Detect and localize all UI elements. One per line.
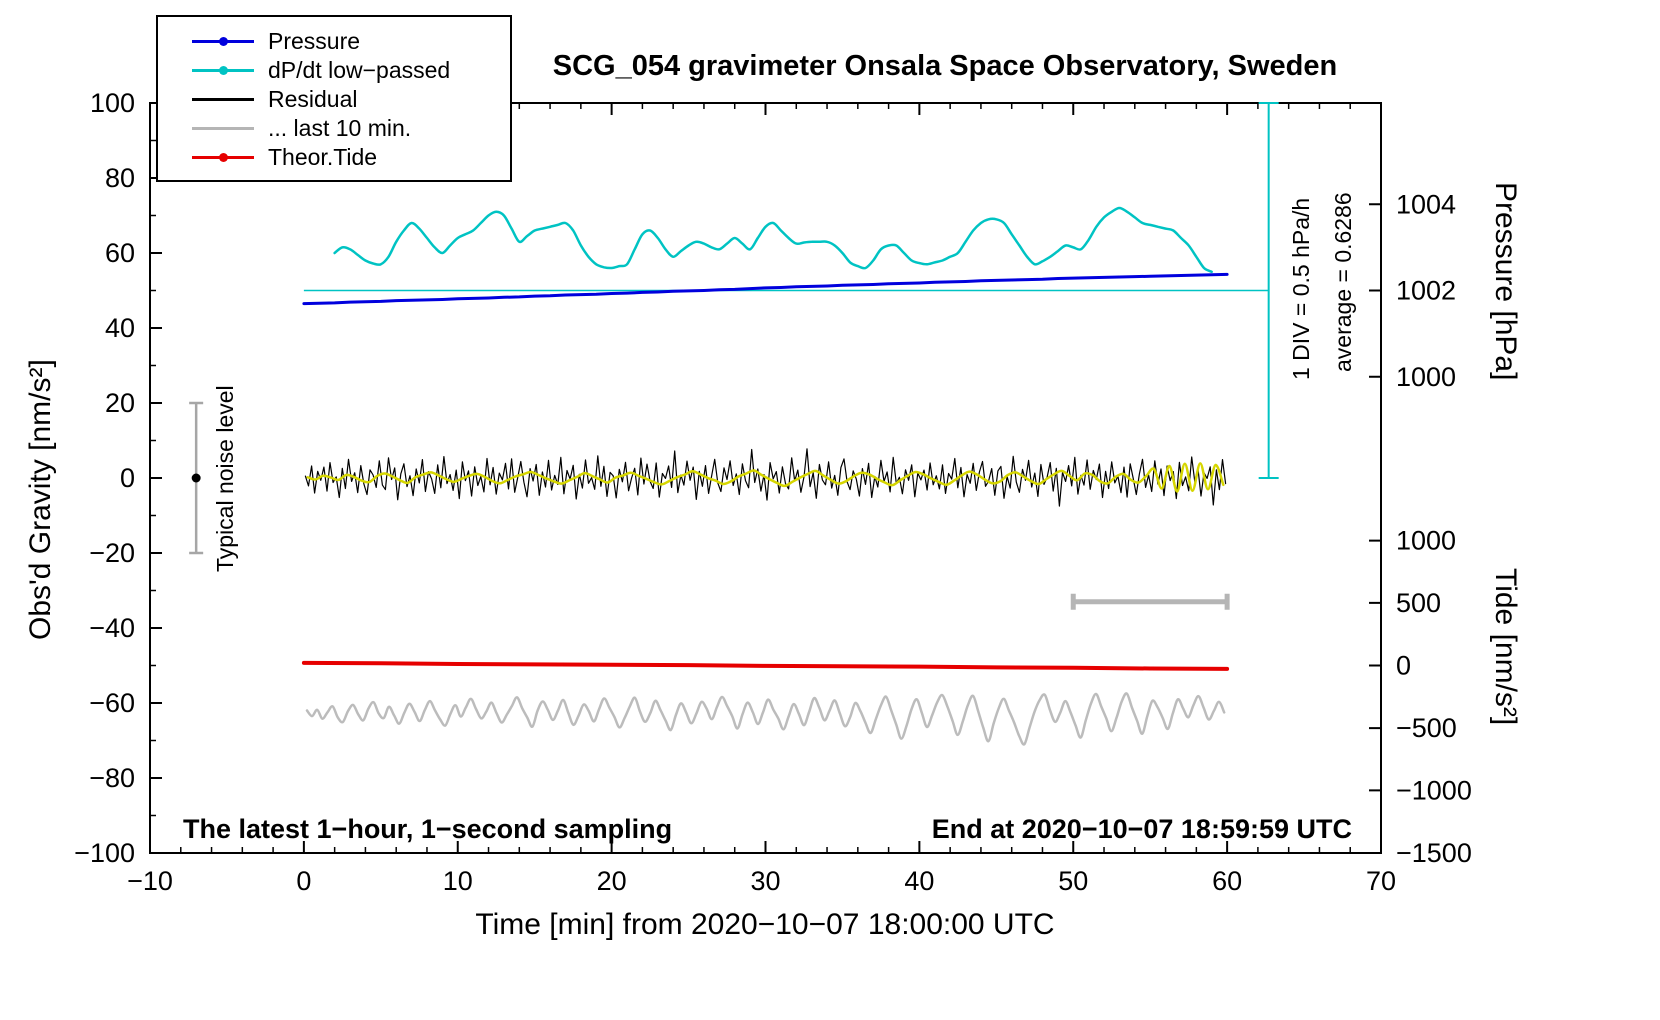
pressure-tick-label: 1002: [1396, 276, 1456, 306]
y-tick-label: 40: [105, 313, 135, 343]
theor-tide-series-line: [301, 660, 1230, 671]
legend-swatch: [192, 124, 254, 134]
y-tick-label: −80: [89, 763, 135, 793]
x-tick-label: 0: [296, 866, 311, 896]
noise-level-dot: [191, 473, 201, 483]
legend-item-label: Pressure: [268, 28, 361, 54]
residual-series-line: [304, 448, 1227, 507]
legend-box: Pressure dP/dt low−passed Residual ... last…: [156, 15, 512, 182]
noise-level-label: Typical noise level: [212, 385, 238, 572]
legend-swatch-dot: [219, 37, 228, 46]
legend-swatch: [192, 153, 254, 163]
legend-item-label: Residual: [268, 86, 358, 112]
tide-tick-label: −500: [1396, 713, 1457, 743]
legend-swatch: [192, 95, 254, 105]
y-tick-label: −100: [74, 838, 135, 868]
legend-swatch-line: [192, 127, 254, 130]
tide-axis-label: Tide [nm/s²]: [1489, 568, 1522, 726]
residual-lowpass-series-line: [306, 462, 1225, 493]
legend-item-label: ... last 10 min.: [268, 115, 412, 141]
x-axis-label: Time [min] from 2020−10−07 18:00:00 UTC: [475, 908, 1055, 941]
legend-item: dP/dt low−passed: [158, 56, 510, 85]
legend-swatch-dot: [219, 153, 228, 162]
y-tick-label: 0: [120, 463, 135, 493]
legend-item: Residual: [158, 85, 510, 114]
y-axis-label: Obs'd Gravity [nm/s²]: [24, 359, 57, 640]
tide-tick-label: 500: [1396, 588, 1441, 618]
tide-tick-label: 0: [1396, 651, 1411, 681]
pressure-tick-label: 1000: [1396, 362, 1456, 392]
average-note: average = 0.6286: [1330, 192, 1356, 372]
y-tick-label: 60: [105, 238, 135, 268]
legend-item-label: Theor.Tide: [268, 144, 378, 170]
div-scale-note: 1 DIV = 0.5 hPa/h: [1288, 197, 1314, 380]
y-tick-label: −40: [89, 613, 135, 643]
x-tick-label: 30: [750, 866, 780, 896]
legend-item: Pressure: [158, 27, 510, 56]
tide-tick-label: 1000: [1396, 526, 1456, 556]
y-tick-label: 100: [90, 88, 135, 118]
pressure-tick-label: 1004: [1396, 189, 1456, 219]
y-tick-label: −60: [89, 688, 135, 718]
x-tick-label: 60: [1212, 866, 1242, 896]
legend-swatch: [192, 37, 254, 47]
last-10-min-series-line: [305, 692, 1226, 746]
dpdt-series-line: [333, 206, 1213, 274]
legend-swatch: [192, 66, 254, 76]
pressure-series-line: [302, 272, 1229, 306]
legend-item: Theor.Tide: [158, 143, 510, 172]
x-tick-label: 10: [443, 866, 473, 896]
x-tick-label: 70: [1366, 866, 1396, 896]
tide-tick-label: −1000: [1396, 775, 1472, 805]
sampling-note: The latest 1−hour, 1−second sampling: [183, 814, 673, 844]
legend-swatch-line: [192, 98, 254, 101]
y-tick-label: 20: [105, 388, 135, 418]
tide-tick-label: −1500: [1396, 838, 1472, 868]
pressure-axis-label: Pressure [hPa]: [1489, 182, 1522, 381]
y-tick-label: −20: [89, 538, 135, 568]
legend-item-label: dP/dt low−passed: [268, 57, 451, 83]
x-tick-label: −10: [127, 866, 173, 896]
chart-title: SCG_054 gravimeter Onsala Space Observat…: [552, 50, 1338, 82]
x-tick-label: 20: [597, 866, 627, 896]
x-tick-label: 50: [1058, 866, 1088, 896]
x-tick-label: 40: [904, 866, 934, 896]
legend-item: ... last 10 min.: [158, 114, 510, 143]
end-time-note: End at 2020−10−07 18:59:59 UTC: [931, 814, 1352, 844]
legend-swatch-dot: [219, 66, 228, 75]
y-tick-label: 80: [105, 163, 135, 193]
